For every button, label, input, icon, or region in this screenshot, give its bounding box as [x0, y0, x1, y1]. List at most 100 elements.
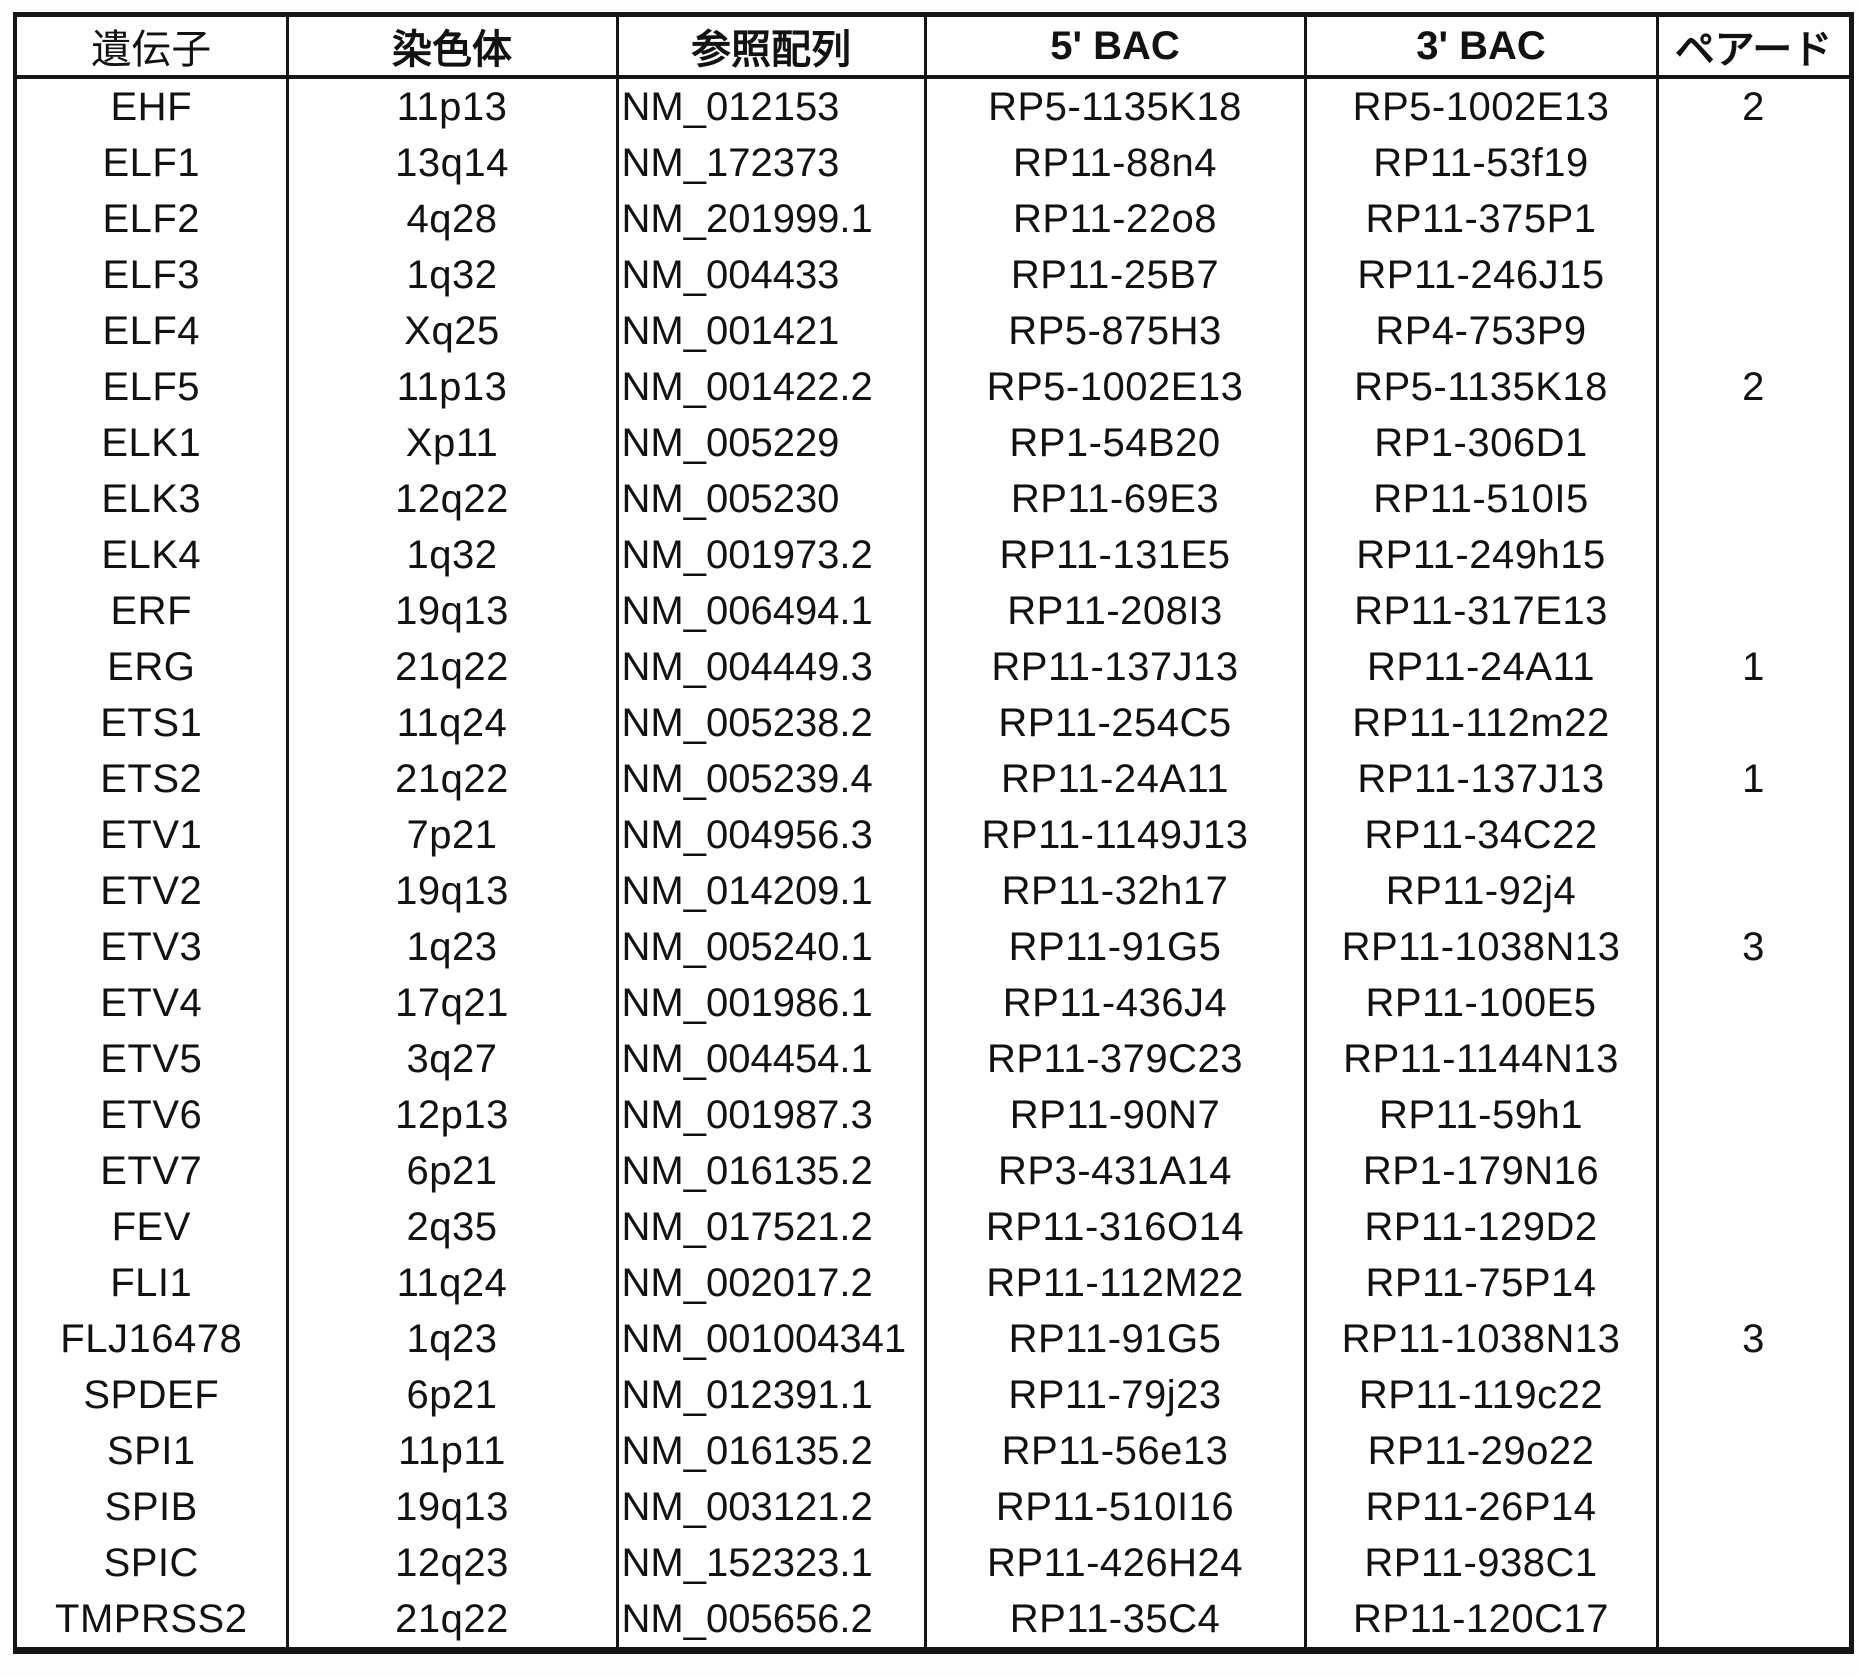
cell-refseq: NM_016135.2 — [615, 1143, 927, 1199]
cell-chromosome: Xq25 — [285, 303, 619, 359]
cell-gene: ETV4 — [13, 975, 289, 1031]
cell-refseq: NM_001004341 — [615, 1311, 927, 1367]
cell-bac5: RP11-91G5 — [923, 919, 1307, 975]
cell-bac5: RP11-56e13 — [923, 1423, 1307, 1479]
cell-bac3: RP11-53f19 — [1303, 135, 1659, 191]
cell-paired — [1655, 695, 1853, 751]
cell-gene: FEV — [13, 1199, 289, 1255]
cell-refseq: NM_014209.1 — [615, 863, 927, 919]
cell-refseq: NM_005656.2 — [615, 1591, 927, 1651]
table-row: ERF 19q13 NM_006494.1 RP11-208I3 RP11-317E13 — [13, 583, 1853, 639]
table-row: TMPRSS2 21q22 NM_005656.2 RP11-35C4 RP11-120… — [13, 1591, 1853, 1651]
cell-refseq: NM_001422.2 — [615, 359, 927, 415]
cell-bac5: RP5-1002E13 — [923, 359, 1307, 415]
cell-chromosome: 6p21 — [285, 1367, 619, 1423]
cell-refseq: NM_017521.2 — [615, 1199, 927, 1255]
cell-paired — [1655, 191, 1853, 247]
cell-paired — [1655, 247, 1853, 303]
cell-bac3: RP11-75P14 — [1303, 1255, 1659, 1311]
cell-refseq: NM_003121.2 — [615, 1479, 927, 1535]
cell-chromosome: 21q22 — [285, 751, 619, 807]
cell-chromosome: 19q13 — [285, 583, 619, 639]
cell-bac3: RP1-179N16 — [1303, 1143, 1659, 1199]
cell-gene: ETS2 — [13, 751, 289, 807]
cell-gene: ETV5 — [13, 1031, 289, 1087]
cell-bac5: RP11-25B7 — [923, 247, 1307, 303]
column-header-gene: 遺伝子 — [13, 14, 289, 79]
cell-chromosome: 12q23 — [285, 1535, 619, 1591]
cell-paired — [1655, 1031, 1853, 1087]
cell-chromosome: 2q35 — [285, 1199, 619, 1255]
cell-chromosome: 11p11 — [285, 1423, 619, 1479]
cell-bac3: RP4-753P9 — [1303, 303, 1659, 359]
table-row: ELF5 11p13 NM_001422.2 RP5-1002E13 RP5-1135K… — [13, 359, 1853, 415]
cell-gene: ELF1 — [13, 135, 289, 191]
cell-bac3: RP11-317E13 — [1303, 583, 1659, 639]
cell-bac3: RP11-59h1 — [1303, 1087, 1659, 1143]
table-row: ERG 21q22 NM_004449.3 RP11-137J13 RP11-24A11… — [13, 639, 1853, 695]
cell-bac5: RP5-1135K18 — [923, 77, 1307, 135]
cell-gene: SPIC — [13, 1535, 289, 1591]
cell-bac3: RP5-1002E13 — [1303, 77, 1659, 135]
cell-chromosome: 13q14 — [285, 135, 619, 191]
cell-refseq: NM_004454.1 — [615, 1031, 927, 1087]
cell-chromosome: 1q23 — [285, 1311, 619, 1367]
cell-chromosome: 11p13 — [285, 77, 619, 135]
cell-gene: ERG — [13, 639, 289, 695]
cell-refseq: NM_016135.2 — [615, 1423, 927, 1479]
cell-paired — [1655, 1591, 1853, 1651]
cell-bac5: RP11-1149J13 — [923, 807, 1307, 863]
cell-paired — [1655, 1087, 1853, 1143]
table-row: FLI1 11q24 NM_002017.2 RP11-112M22 RP11-75P1… — [13, 1255, 1853, 1311]
cell-chromosome: 19q13 — [285, 1479, 619, 1535]
cell-paired — [1655, 303, 1853, 359]
cell-refseq: NM_005240.1 — [615, 919, 927, 975]
cell-gene: ETV7 — [13, 1143, 289, 1199]
table-row: ETS2 21q22 NM_005239.4 RP11-24A11 RP11-137J1… — [13, 751, 1853, 807]
cell-gene: SPI1 — [13, 1423, 289, 1479]
cell-paired — [1655, 1255, 1853, 1311]
cell-chromosome: 21q22 — [285, 639, 619, 695]
cell-refseq: NM_012153 — [615, 77, 927, 135]
cell-chromosome: 11q24 — [285, 1255, 619, 1311]
cell-bac5: RP11-22o8 — [923, 191, 1307, 247]
cell-chromosome: 19q13 — [285, 863, 619, 919]
cell-bac3: RP11-34C22 — [1303, 807, 1659, 863]
cell-bac5: RP11-254C5 — [923, 695, 1307, 751]
cell-bac5: RP11-32h17 — [923, 863, 1307, 919]
cell-refseq: NM_001421 — [615, 303, 927, 359]
cell-bac5: RP11-69E3 — [923, 471, 1307, 527]
cell-refseq: NM_005238.2 — [615, 695, 927, 751]
table-row: ELF1 13q14 NM_172373 RP11-88n4 RP11-53f19 — [13, 135, 1853, 191]
cell-paired — [1655, 471, 1853, 527]
table-row: ELF2 4q28 NM_201999.1 RP11-22o8 RP11-375P1 — [13, 191, 1853, 247]
cell-bac5: RP11-510I16 — [923, 1479, 1307, 1535]
table-row: ETS1 11q24 NM_005238.2 RP11-254C5 RP11-112m2… — [13, 695, 1853, 751]
cell-paired — [1655, 583, 1853, 639]
cell-bac5: RP11-24A11 — [923, 751, 1307, 807]
table-row: SPDEF 6p21 NM_012391.1 RP11-79j23 RP11-119c2… — [13, 1367, 1853, 1423]
table-row: EHF 11p13 NM_012153 RP5-1135K18 RP5-1002E13 2 — [13, 77, 1853, 135]
cell-gene: SPDEF — [13, 1367, 289, 1423]
cell-refseq: NM_152323.1 — [615, 1535, 927, 1591]
cell-bac5: RP3-431A14 — [923, 1143, 1307, 1199]
cell-bac3: RP1-306D1 — [1303, 415, 1659, 471]
cell-bac3: RP11-137J13 — [1303, 751, 1659, 807]
table-row: ELK1 Xp11 NM_005229 RP1-54B20 RP1-306D1 — [13, 415, 1853, 471]
cell-bac3: RP11-26P14 — [1303, 1479, 1659, 1535]
cell-bac3: RP11-100E5 — [1303, 975, 1659, 1031]
header-row: 遺伝子 染色体 参照配列 5' BAC 3' BAC ペアード — [13, 14, 1853, 79]
table-row: SPIC 12q23 NM_152323.1 RP11-426H24 RP11-938C… — [13, 1535, 1853, 1591]
cell-chromosome: 1q32 — [285, 527, 619, 583]
cell-paired: 1 — [1655, 639, 1853, 695]
cell-gene: EHF — [13, 77, 289, 135]
cell-bac3: RP11-510I5 — [1303, 471, 1659, 527]
cell-gene: ETS1 — [13, 695, 289, 751]
cell-paired — [1655, 415, 1853, 471]
table-row: FEV 2q35 NM_017521.2 RP11-316O14 RP11-129D2 — [13, 1199, 1853, 1255]
cell-refseq: NM_001973.2 — [615, 527, 927, 583]
cell-paired: 2 — [1655, 77, 1853, 135]
cell-gene: ERF — [13, 583, 289, 639]
cell-chromosome: 6p21 — [285, 1143, 619, 1199]
cell-bac3: RP11-1038N13 — [1303, 919, 1659, 975]
